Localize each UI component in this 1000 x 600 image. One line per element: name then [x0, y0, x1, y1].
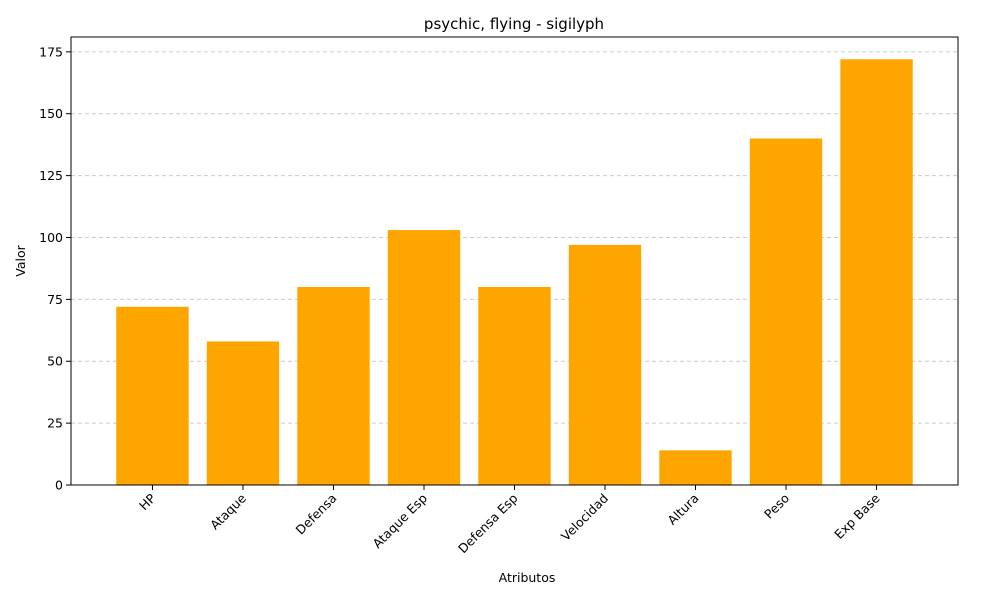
bar: [387, 230, 461, 485]
bar: [840, 59, 913, 485]
x-tick-label: Defensa Esp: [455, 490, 521, 556]
x-tick-label: Altura: [664, 491, 701, 528]
x-ticks: HP Ataque Defensa Ataque Esp Defensa Esp Velo…: [136, 485, 883, 556]
x-tick-label: Ataque Esp: [369, 490, 430, 551]
y-tick-label: 150: [39, 106, 63, 121]
x-tick-label: Defensa: [293, 491, 340, 538]
y-tick-label: 100: [39, 230, 63, 245]
bar: [206, 341, 280, 485]
chart-title: psychic, flying - sigilyph: [424, 15, 604, 33]
x-tick-label: Peso: [761, 491, 792, 522]
y-tick-label: 25: [47, 416, 63, 431]
y-tick-label: 75: [47, 292, 63, 307]
y-tick-label: 0: [55, 478, 63, 493]
x-axis-label: Atributos: [499, 570, 556, 585]
y-tick-label: 125: [39, 168, 63, 183]
bar: [568, 244, 642, 485]
bar: [749, 138, 823, 486]
bar: [659, 450, 732, 485]
x-tick-label: HP: [136, 490, 159, 513]
y-axis-label: Valor: [13, 244, 28, 276]
y-tick-label: 50: [47, 354, 63, 369]
bar: [478, 286, 551, 485]
y-tick-label: 175: [39, 44, 63, 59]
y-ticks: 0 25 50 75 100 125 150 175: [39, 44, 71, 493]
x-tick-label: Ataque: [207, 490, 249, 532]
bars: [116, 59, 913, 486]
x-tick-label: Exp Base: [831, 490, 883, 542]
x-tick-label: Velocidad: [558, 491, 611, 544]
bar: [297, 286, 370, 485]
bar: [116, 306, 189, 485]
